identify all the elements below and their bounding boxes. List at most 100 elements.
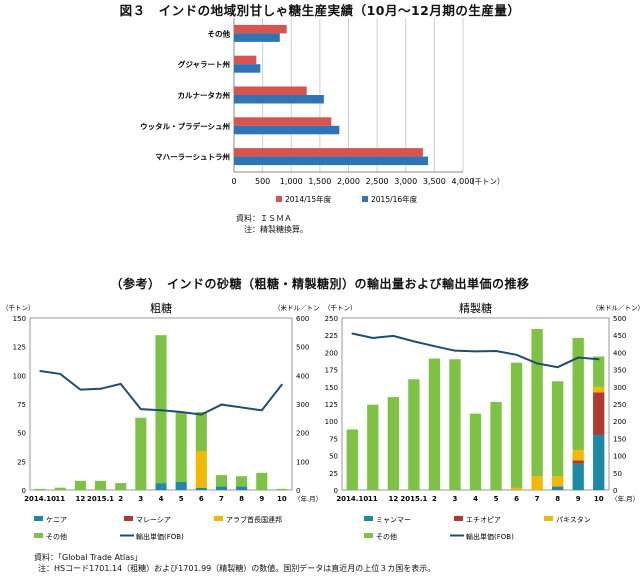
x-unit-label: （年.月） [611,494,639,503]
x-tick-label: 5 [494,495,499,503]
bar-segment [510,487,523,490]
bar-segment [449,359,461,490]
x-tick-label: 6 [514,495,519,503]
x-tick-label: 2,000 [337,177,360,186]
price-point [556,366,559,368]
price-line [352,332,599,369]
bar-segment [276,488,288,490]
price-point [240,406,243,409]
x-tick-label: 8 [239,495,244,503]
legend-swatch [124,516,133,521]
price-point [372,337,374,339]
y-left-tick-label: 75 [17,401,26,409]
price-point [515,354,518,356]
section-title: （参考） インドの砂糖（粗糖・精製糖別）の輸出量および輸出単価の推移 [110,277,530,291]
legend-label: 輸出単価(FOB) [136,532,184,541]
x-tick-label: 7 [535,495,540,503]
price-point [79,388,82,391]
y-right-tick-label: 150 [613,435,626,443]
price-point [536,362,538,365]
y-left-tick-label: 100 [13,372,26,380]
y-left-tick-label: 75 [329,435,338,443]
bar-segment [155,483,167,490]
legend-label: その他 [376,532,397,541]
x-tick-label: 3,000 [394,177,417,186]
x-tick-label: 0 [231,177,236,186]
x-tick-label: 1,000 [280,177,303,186]
bar-segment [346,429,358,490]
bar-2014 [234,24,287,34]
bar-segment [195,487,207,490]
x-tick-label: 5 [179,495,184,503]
bar-segment [215,486,228,490]
bar-2014 [234,117,332,126]
y-right-tick-label: 450 [613,332,626,340]
bar-2015 [234,125,340,135]
bar-segment [593,356,605,387]
regional-production-chart: 0 500 1,000 1,500 2,000 2,500 3,000 3,500 4,000（… [140,18,505,204]
legend-label: 2015/16年度 [371,194,418,204]
x-unit-label: （年.月） [294,494,320,503]
bar-2014 [234,86,307,95]
category-label: マハーラーシュトラ州 [155,153,230,162]
legend-swatch [454,516,463,521]
bar-segment [572,450,584,461]
chart-title: 粗糖 [150,301,172,315]
bar-segment [135,417,147,490]
y-right-tick-label: 200 [296,430,309,438]
y-right-unit: （米ドル／トン） [274,303,320,312]
price-point [413,340,415,343]
y-right-tick-label: 500 [613,315,626,323]
y-right-tick-label: 50 [613,470,622,478]
chart-title: 精製糖 [459,301,492,315]
x-tick-label: 2,500 [366,177,389,186]
price-point [200,413,203,416]
bar-segment [572,463,584,490]
legend-label: その他 [46,532,67,541]
y-right-tick-label: 300 [296,401,309,409]
price-point [392,335,395,337]
bar-2014 [234,148,423,157]
y-left-tick-label: 100 [325,418,338,426]
price-point [160,409,162,412]
legend-swatch [362,196,368,202]
bar-segment [195,451,207,488]
x-unit-label: （千トン） [467,176,505,186]
price-point [39,370,41,372]
bar-segment [572,337,584,451]
x-tick-label: 2 [118,495,123,503]
price-point [454,349,456,352]
legend-label: 輸出単価(FOB) [466,532,514,541]
legend-swatch [34,516,43,521]
bar-segment [54,487,66,490]
x-tick-label: 7 [219,495,224,503]
legend-label: ミャンマー [376,516,411,524]
price-point [474,350,477,353]
y-left-tick-label: 150 [13,315,26,323]
y-right-tick-label: 600 [296,315,309,323]
bar-segment [236,486,248,490]
y-left-tick-label: 125 [325,401,338,409]
legend-label: エチオピア [466,516,501,524]
bar-segment [552,381,564,477]
price-point [433,345,436,348]
bar-segment [74,480,86,490]
bar-2015 [234,95,324,104]
y-left-tick-label: 200 [325,349,338,357]
price-point [119,383,122,385]
x-tick-label: 6 [199,495,204,503]
y-left-unit: （千トン） [324,303,357,312]
bar-segment [531,329,543,477]
y-right-tick-label: 200 [613,418,626,426]
x-tick-label: 11 [55,495,65,503]
bar-segment [469,413,482,490]
x-tick-label: 3 [453,495,458,503]
bar-segment [572,460,584,464]
y-right-tick-label: 250 [613,401,626,409]
footer-note: 注：HSコード1701.14（粗糖）および1701.99（精製糖）の数値。国別デ… [38,564,436,573]
bar-segment [94,480,107,490]
bar-segment [490,401,502,490]
bar-segment [552,476,564,487]
bar-segment [195,412,207,452]
bar-segment [387,397,399,490]
